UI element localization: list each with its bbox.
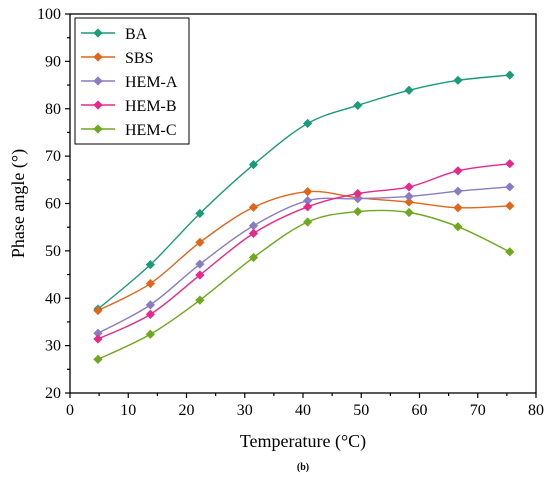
legend-swatch-marker (93, 100, 103, 110)
legend-swatch-marker (93, 28, 103, 38)
data-point-hem-b (453, 166, 463, 176)
data-point-ba (453, 75, 463, 85)
data-point-ba (145, 260, 155, 270)
x-tick-label: 10 (120, 402, 136, 419)
data-point-hem-a (195, 259, 205, 269)
data-point-sbs (195, 237, 205, 247)
data-point-hem-c (248, 252, 259, 263)
y-axis-title: Phase angle (°) (8, 149, 29, 258)
data-point-sbs (248, 202, 259, 212)
series-hem-b (93, 159, 515, 344)
data-point-hem-a (145, 300, 155, 310)
x-tick-label: 80 (528, 402, 544, 419)
data-point-hem-a (404, 191, 414, 201)
legend-label: HEM-A (125, 74, 178, 91)
series-line-hem-c (97, 209, 511, 360)
series-sbs (93, 187, 515, 316)
x-tick-label: 50 (353, 402, 369, 419)
y-tick-label: 60 (45, 196, 61, 213)
data-point-ba (404, 85, 414, 95)
data-point-hem-a (303, 196, 313, 206)
data-point-sbs (303, 187, 313, 197)
y-tick-label: 100 (37, 6, 61, 23)
data-point-hem-c (353, 206, 363, 217)
data-point-hem-c (93, 354, 103, 364)
data-point-hem-b (303, 202, 313, 212)
x-tick-label: 20 (179, 402, 195, 419)
data-point-hem-c (404, 207, 414, 218)
data-point-hem-c (303, 217, 313, 227)
y-tick-label: 70 (45, 148, 61, 165)
legend-swatch-marker (93, 124, 103, 134)
data-point-hem-b (353, 188, 363, 199)
legend-label: HEM-C (125, 122, 177, 139)
series-line-hem-b (97, 163, 510, 340)
x-axis-title: Temperature (°C) (240, 431, 366, 452)
y-tick-label: 80 (45, 101, 61, 118)
legend-item-sbs: SBS (81, 50, 153, 67)
data-point-hem-b (404, 182, 414, 192)
data-point-hem-b (505, 159, 515, 169)
legend-label: BA (125, 26, 148, 43)
data-point-hem-b (93, 334, 103, 344)
data-point-ba (505, 70, 515, 80)
series-line-ba (97, 74, 510, 310)
data-point-sbs (404, 197, 414, 207)
legend: BA SBS HEM-A HEM-B HEM-C (74, 17, 190, 145)
x-tick-label: 70 (470, 402, 486, 419)
legend-item-hem-b: HEM-B (81, 98, 177, 115)
data-point-hem-a (505, 182, 515, 192)
data-point-hem-a (248, 221, 259, 231)
x-tick-label: 30 (237, 402, 253, 419)
legend-item-ba: BA (81, 26, 148, 43)
data-point-ba (195, 208, 205, 219)
data-point-sbs (145, 278, 155, 289)
legend-item-hem-a: HEM-A (81, 74, 178, 91)
x-tick-label: 40 (295, 402, 311, 419)
data-point-ba (353, 100, 363, 111)
data-point-hem-a (453, 186, 463, 196)
series-ba (93, 70, 515, 314)
data-point-ba (248, 160, 259, 170)
data-point-hem-a (353, 194, 363, 204)
data-point-hem-b (195, 270, 205, 280)
data-point-sbs (93, 305, 103, 316)
data-point-hem-a (93, 328, 103, 338)
data-point-ba (303, 118, 313, 129)
y-tick-label: 50 (45, 243, 61, 260)
legend-swatch-marker (93, 52, 103, 62)
data-point-hem-c (145, 329, 155, 339)
data-point-sbs (453, 203, 463, 213)
legend-label: SBS (125, 50, 153, 67)
y-tick-label: 30 (45, 338, 61, 355)
legend-swatch-marker (93, 76, 103, 86)
data-point-hem-c (195, 295, 205, 305)
data-point-hem-b (145, 309, 155, 319)
data-point-hem-c (453, 222, 463, 232)
y-tick-label: 90 (45, 53, 61, 70)
series-hem-a (93, 182, 515, 338)
axes: 0 10 20 30 40 50 60 70 80 20 30 40 50 60 70 80 90 100 (37, 6, 544, 419)
x-tick-label: 0 (66, 402, 74, 419)
data-point-sbs (505, 201, 515, 211)
series-line-sbs (97, 190, 510, 312)
y-tick-label: 20 (45, 385, 61, 402)
y-tick-label: 40 (45, 290, 61, 307)
series-hem-c (93, 206, 515, 364)
data-point-hem-b (248, 228, 259, 238)
figure-caption: (b) (297, 462, 309, 473)
series-layer (93, 70, 515, 364)
legend-item-hem-c: HEM-C (81, 122, 177, 139)
data-point-hem-c (505, 247, 515, 257)
legend-label: HEM-B (125, 98, 177, 115)
x-tick-label: 60 (412, 402, 428, 419)
